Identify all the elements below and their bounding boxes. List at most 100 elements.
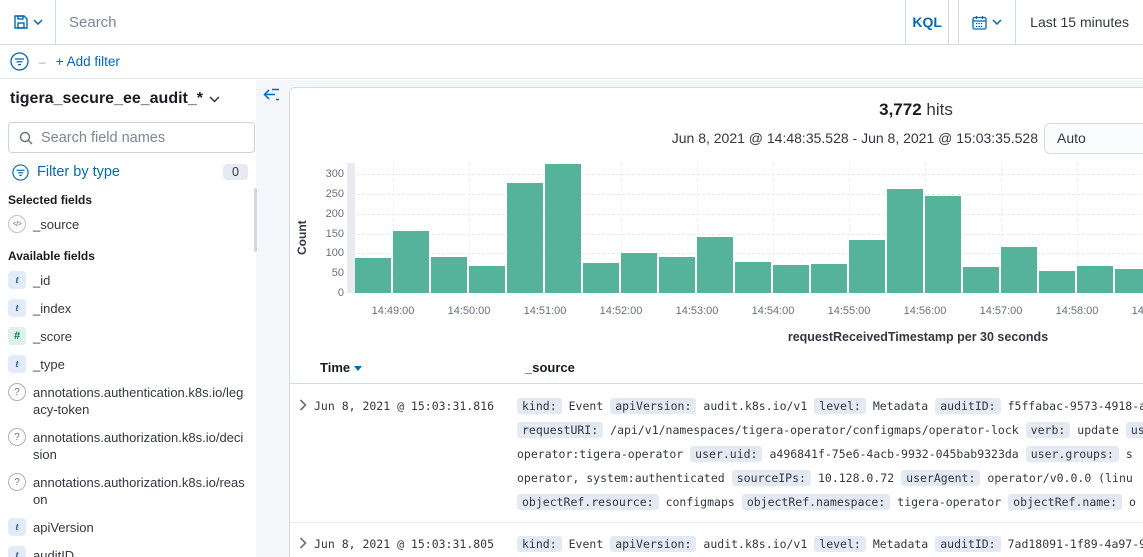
query-bar: KQL Last 15 minutes [0,0,1143,45]
sidebar-field-item[interactable]: t auditID [8,546,248,557]
source-field-value: Metadata [872,537,929,551]
sidebar-field-item[interactable]: t _type [8,355,248,373]
sidebar-field-item[interactable]: t apiVersion [8,518,248,536]
histogram-bar[interactable] [849,240,885,293]
source-type-icon: </> [8,215,26,233]
time-column-header[interactable]: Time [320,360,363,375]
time-range-button[interactable]: Last 15 minutes [1030,14,1129,30]
search-input[interactable] [69,13,906,31]
table-row[interactable]: Jun 8, 2021 @ 15:03:31.805 kind: Event apiV… [290,523,1143,557]
source-field-value: Event [568,399,604,413]
unknown-type-icon: ? [8,428,26,446]
sidebar-field-item[interactable]: t _index [8,299,248,317]
time-column-label: Time [320,360,351,375]
x-axis-tick: 14:51:00 [523,305,567,317]
source-field-name: kind: [517,398,562,414]
histogram-bar[interactable] [697,237,733,293]
source-field-value: operator:tigera-operator [517,447,684,461]
string-type-icon: t [8,518,26,536]
source-field-value: operator, system:authenticated [517,471,725,485]
expand-row-button[interactable] [290,532,314,549]
field-search-input[interactable] [41,129,244,146]
source-line: kind: Event apiVersion: audit.k8s.io/v1 leve… [517,394,1143,418]
saved-query-button[interactable] [0,0,56,44]
source-field-value: audit.k8s.io/v1 [703,399,808,413]
index-pattern-selector[interactable]: tigera_secure_ee_audit_* [10,90,220,108]
index-pattern-title: tigera_secure_ee_audit_* [10,90,203,107]
sidebar-field-item[interactable]: # _score [8,327,248,345]
collapse-sidebar-button[interactable] [263,88,280,102]
chevron-right-icon [299,537,307,549]
y-axis-tick: 50 [331,267,344,280]
field-name: _id [33,273,51,288]
sidebar-field-item[interactable]: </> _source [8,215,248,233]
y-axis-tick: 300 [325,168,344,180]
histogram-bar[interactable] [393,231,429,293]
sidebar-field-item[interactable]: ? annotations.authorization.k8s.io/reason [8,473,248,508]
sidebar-field-item[interactable]: ? annotations.authorization.k8s.io/decisi… [8,428,248,463]
kql-button[interactable]: KQL [905,0,950,44]
filter-icon [12,163,29,181]
histogram-bar[interactable] [925,196,961,293]
histogram-chart: Count 0 50 100 150 200 250 300 14:49:00 14:50:00… [290,88,1143,348]
add-filter-button[interactable]: + Add filter [55,54,120,69]
search-cell [56,0,906,44]
sidebar-scrollbar[interactable] [254,188,257,252]
x-gridline [849,163,850,293]
interval-select[interactable]: Auto [1044,123,1143,154]
filter-by-type-button[interactable]: Filter by type [37,164,120,180]
source-line: operator, system:authenticated sourceIPs:… [517,466,1143,490]
y-axis-label: Count [295,220,309,256]
field-name: _score [33,329,73,344]
source-field-name: apiVersion: [610,536,697,552]
x-gridline [469,163,470,293]
histogram-bar[interactable] [583,263,619,293]
x-axis-tick: 14:52:00 [599,305,643,317]
expand-row-button[interactable] [290,394,314,411]
y-axis-tick: 100 [325,247,344,260]
x-axis-tick: 14:56:00 [903,305,947,317]
histogram-bar[interactable] [431,257,467,293]
histogram-bar[interactable] [811,264,847,293]
source-field-name: auditID: [935,398,1001,414]
doc-table-header: Time _source [290,354,1143,384]
source-field-name: level: [814,536,866,552]
x-axis-tick: 14:55:00 [827,305,871,317]
bar-gap [949,0,958,44]
filter-icon[interactable] [10,52,29,71]
histogram-bar[interactable] [621,253,657,293]
sidebar-field-item[interactable]: t _id [8,271,248,289]
table-row[interactable]: Jun 8, 2021 @ 15:03:31.816 kind: Event apiV… [290,385,1143,523]
source-line: kind: Event apiVersion: audit.k8s.io/v1 leve… [517,532,1143,556]
histogram-bar[interactable] [1001,247,1037,293]
x-axis-tick: 14:59:00 [1131,305,1143,317]
chart-time-range: Jun 8, 2021 @ 14:48:35.528 - Jun 8, 2021… [671,130,1038,146]
source-field-value: configmaps [665,495,735,509]
row-timestamp: Jun 8, 2021 @ 15:03:31.805 [314,537,495,551]
x-axis-tick: 14:53:00 [675,305,719,317]
histogram-bar[interactable] [507,183,543,293]
sidebar-field-item[interactable]: ? annotations.authentication.k8s.io/legac… [8,383,248,418]
histogram-bar[interactable] [887,189,923,293]
histogram-bar[interactable] [735,262,771,293]
histogram-bar[interactable] [1077,266,1113,293]
histogram-bar[interactable] [659,257,695,293]
histogram-bar[interactable] [1039,271,1075,293]
source-field-value: 7ad18091-1f89-4a97-9 [1007,537,1143,551]
x-gridline [393,163,394,293]
histogram-bar[interactable] [773,265,809,293]
date-picker-button[interactable] [958,0,1017,44]
x-axis-tick: 14:58:00 [1055,305,1099,317]
y-gridline [347,193,1143,195]
field-name: _source [33,217,80,232]
source-field-name: user.groups: [1025,446,1119,462]
histogram-bar[interactable] [469,266,505,293]
doc-table-body: Jun 8, 2021 @ 15:03:31.816 kind: Event apiV… [290,385,1143,557]
histogram-bar[interactable] [545,164,581,293]
histogram-bar[interactable] [963,267,999,293]
source-field-value: Event [568,537,604,551]
histogram-bar[interactable] [1115,269,1143,293]
source-field-name: apiVersion: [610,398,697,414]
field-name: annotations.authentication.k8s.io/legacy… [33,385,244,417]
histogram-bar[interactable] [355,258,391,293]
